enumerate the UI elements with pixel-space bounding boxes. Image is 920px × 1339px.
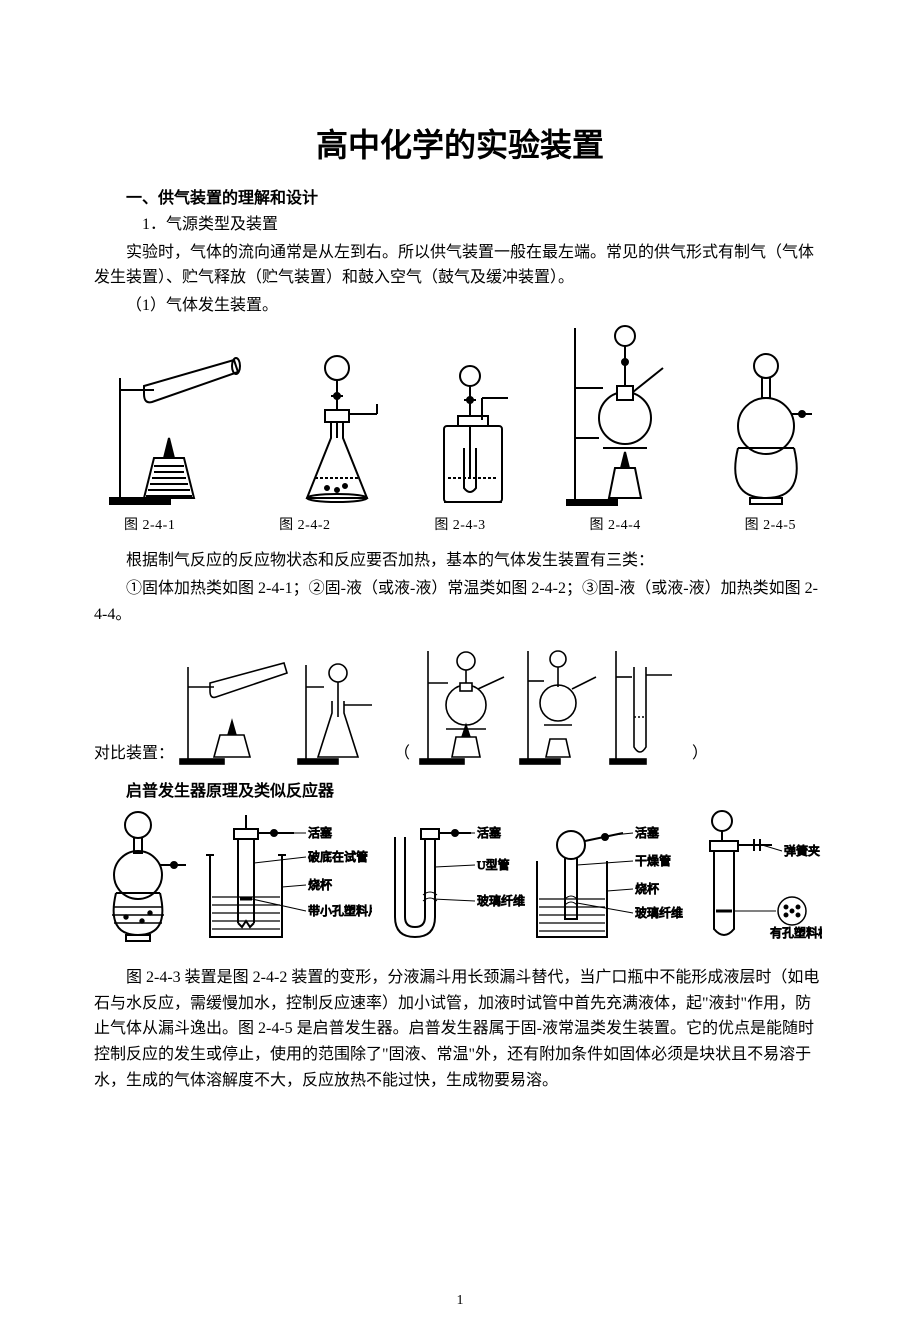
figure-2-4-3 bbox=[430, 348, 520, 508]
paragraph-4: ①固体加热类如图 2-4-1；②固-液（或液-液）常温类如图 2-4-2；③固-… bbox=[94, 576, 826, 627]
figure-2-4-2 bbox=[287, 348, 387, 508]
paragraph-3: 根据制气反应的反应物状态和反应要否加热，基本的气体发生装置有三类： bbox=[94, 548, 826, 574]
compare-fig-1-icon bbox=[174, 657, 294, 767]
label-huosai-3: 活塞 bbox=[635, 825, 659, 840]
label-shaobei-2: 烧杯 bbox=[635, 882, 659, 896]
label-huosai-1: 活塞 bbox=[308, 825, 332, 840]
label-boli-2: 玻璃纤维 bbox=[635, 906, 683, 920]
qipu-row: 活塞 破底在试管 烧杯 带小孔塑料片 bbox=[94, 807, 826, 947]
paragraph-1: 实验时，气体的流向通常是从左到右。所以供气装置一般在最左端。常见的供气形式有制气… bbox=[94, 240, 826, 291]
label-uxing: U型管 bbox=[477, 857, 510, 872]
caption-5: 图 2-4-5 bbox=[745, 514, 796, 534]
compare-fig-4-icon bbox=[516, 647, 606, 767]
qipu-heading: 启普发生器原理及类似反应器 bbox=[94, 777, 826, 801]
paren-close: ） bbox=[686, 739, 708, 767]
caption-3: 图 2-4-3 bbox=[434, 514, 485, 534]
caption-1: 图 2-4-1 bbox=[124, 514, 175, 534]
figure-2-4-1 bbox=[104, 348, 244, 508]
label-huosai-2: 活塞 bbox=[477, 825, 501, 840]
paragraph-5: 图 2-4-3 装置是图 2-4-2 装置的变形，分液漏斗用长颈漏斗替代，当广口… bbox=[94, 965, 826, 1093]
qipu-kipp-icon bbox=[98, 807, 198, 947]
caption-2: 图 2-4-2 bbox=[279, 514, 330, 534]
page-title: 高中化学的实验装置 bbox=[94, 120, 826, 166]
label-xiaokong: 带小孔塑料片 bbox=[308, 903, 372, 918]
apparatus-kipp-icon bbox=[716, 348, 816, 508]
figure-row-1 bbox=[94, 348, 826, 508]
figure-2-4-5 bbox=[716, 348, 816, 508]
document-page: 高中化学的实验装置 一、供气装置的理解和设计 1．气源类型及装置 实验时，气体的… bbox=[0, 0, 920, 1339]
label-tanhuang: 弹簧夹 bbox=[784, 843, 820, 858]
qipu-drytube-icon: 活塞 干燥管 烧杯 玻璃纤维 bbox=[529, 807, 689, 947]
paren-open: （ bbox=[384, 739, 416, 767]
apparatus-solid-heat-icon bbox=[104, 348, 244, 508]
section-heading: 一、供气装置的理解和设计 bbox=[94, 184, 826, 208]
compare-label: 对比装置： bbox=[94, 739, 174, 767]
compare-row: 对比装置： bbox=[94, 647, 826, 767]
qipu-beaker-tube-icon: 活塞 破底在试管 烧杯 带小孔塑料片 bbox=[202, 807, 372, 947]
compare-fig-3-icon bbox=[416, 647, 516, 767]
label-boli-1: 玻璃纤维 bbox=[477, 894, 525, 908]
label-ganzao: 干燥管 bbox=[635, 853, 671, 868]
paragraph-2: （1）气体发生装置。 bbox=[94, 293, 826, 319]
page-number: 1 bbox=[0, 1293, 920, 1309]
caption-row-1: 图 2-4-1 图 2-4-2 图 2-4-3 图 2-4-4 图 2-4-5 bbox=[94, 514, 826, 534]
apparatus-flask-funnel-icon bbox=[287, 348, 387, 508]
label-shaobei-1: 烧杯 bbox=[308, 878, 332, 892]
caption-4: 图 2-4-4 bbox=[589, 514, 640, 534]
label-podi: 破底在试管 bbox=[308, 849, 368, 864]
subsection-1: 1．气源类型及装置 bbox=[94, 212, 826, 238]
apparatus-bottle-funnel-icon bbox=[430, 358, 520, 508]
compare-fig-5-icon bbox=[606, 647, 686, 767]
qipu-testtube-icon: 弹簧夹 有孔塑料板 bbox=[692, 807, 822, 947]
qipu-utube-icon: 活塞 U型管 玻璃纤维 bbox=[375, 807, 525, 947]
figure-2-4-4 bbox=[563, 348, 673, 508]
apparatus-heated-flask-icon bbox=[563, 318, 673, 508]
label-youkong: 有孔塑料板 bbox=[770, 925, 822, 940]
compare-fig-2-icon bbox=[294, 657, 384, 767]
